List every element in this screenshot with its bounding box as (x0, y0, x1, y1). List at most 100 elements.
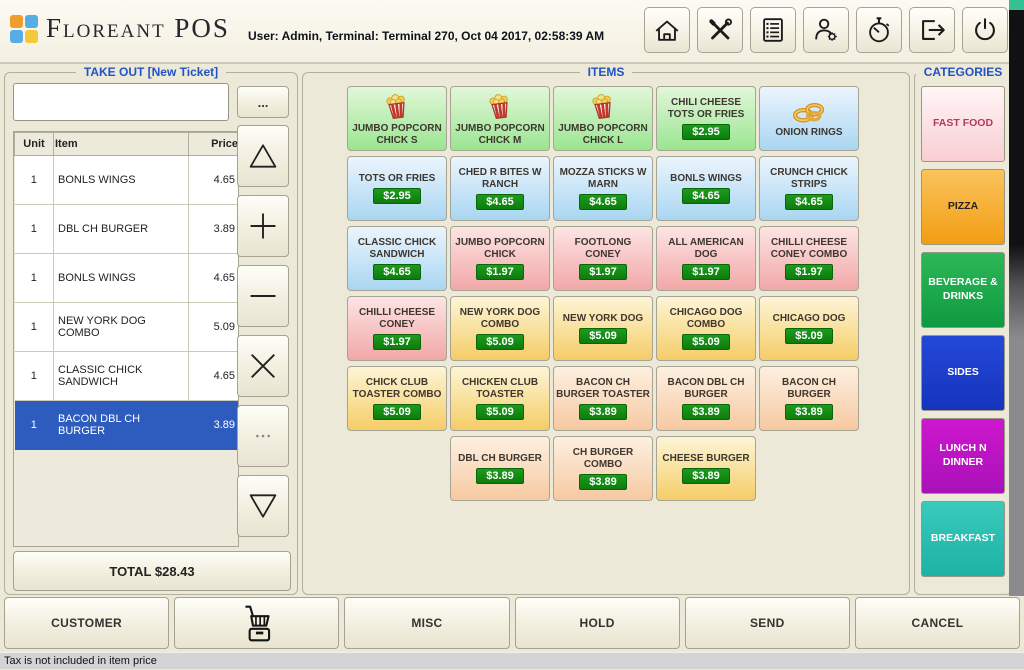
home-button[interactable] (644, 7, 690, 53)
ticket-row-unit: 1 (14, 400, 54, 450)
menu-item-tile[interactable]: JUMBO POPCORN CHICK M (450, 86, 550, 151)
menu-item-tile[interactable]: CHICKEN CLUB TOASTER $5.09 (450, 366, 550, 431)
menu-item-tile[interactable]: CHEESE BURGER $3.89 (656, 436, 756, 501)
increase-quantity-button[interactable] (237, 195, 289, 257)
logout-button[interactable] (909, 7, 955, 53)
category-breakfast[interactable]: BREAKFAST (921, 501, 1005, 577)
ticket-controls (237, 125, 289, 537)
menu-item-tile[interactable]: TOTS OR FRIES $2.95 (347, 156, 447, 221)
menu-item-tile[interactable]: NEW YORK DOG COMBO $5.09 (450, 296, 550, 361)
scroll-up-button[interactable] (237, 125, 289, 187)
menu-item-tile[interactable]: CH BURGER COMBO $3.89 (553, 436, 653, 501)
menu-item-label: CHED R BITES W RANCH (458, 167, 542, 190)
ticket-panel-title: TAKE OUT [New Ticket] (5, 65, 297, 79)
cancel-button[interactable]: CANCEL (854, 597, 1021, 649)
send-button[interactable]: SEND (684, 597, 850, 649)
menu-item-label: JUMBO POPCORN CHICK (455, 237, 545, 260)
menu-item-label: NEW YORK DOG COMBO (459, 307, 541, 330)
price-badge: $1.97 (785, 264, 833, 280)
menu-item-tile[interactable]: MOZZA STICKS W MARN $4.65 (553, 156, 653, 221)
tools-button[interactable] (697, 7, 743, 53)
category-sides[interactable]: SIDES (921, 335, 1005, 411)
menu-item-tile[interactable]: BACON CH BURGER TOASTER $3.89 (553, 366, 653, 431)
footer-button-label: CANCEL (911, 616, 964, 630)
list-button[interactable] (750, 7, 796, 53)
menu-item-tile[interactable]: JUMBO POPCORN CHICK S (347, 86, 447, 151)
ticket-row-unit: 1 (14, 302, 54, 352)
user-settings-icon (811, 15, 841, 45)
menu-item-tile[interactable]: CRUNCH CHICK STRIPS $4.65 (759, 156, 859, 221)
category-pizza[interactable]: PIZZA (921, 169, 1005, 245)
header: Floreant POS User: Admin, Terminal: Term… (0, 0, 1024, 64)
menu-item-tile[interactable]: NEW YORK DOG $5.09 (553, 296, 653, 361)
menu-item-tile[interactable]: CHILLI CHEESE CONEY COMBO $1.97 (759, 226, 859, 291)
menu-item-tile[interactable]: CHILLI CHEESE CONEY $1.97 (347, 296, 447, 361)
menu-item-tile[interactable]: CHED R BITES W RANCH $4.65 (450, 156, 550, 221)
menu-item-tile[interactable]: CHICAGO DOG $5.09 (759, 296, 859, 361)
items-grid: JUMBO POPCORN CHICK S JUMBO POPCORN CHICK… (347, 86, 859, 501)
items-panel: ITEMS JUMBO POPCORN CHICK S JUMBO POPCORN… (302, 65, 910, 595)
menu-item-tile[interactable]: BONLS WINGS $4.65 (656, 156, 756, 221)
menu-item-tile[interactable]: BACON DBL CH BURGER $3.89 (656, 366, 756, 431)
menu-item-tile[interactable]: CHICAGO DOG COMBO $5.09 (656, 296, 756, 361)
decrease-quantity-button[interactable] (237, 265, 289, 327)
ticket-row-unit: 1 (14, 155, 54, 205)
ticket-more-button[interactable]: ... (237, 86, 289, 118)
menu-item-tile[interactable]: BACON CH BURGER $3.89 (759, 366, 859, 431)
ticket-row[interactable]: 1 DBL CH BURGER 3.89 (14, 204, 238, 254)
price-badge: $4.65 (682, 188, 730, 205)
ticket-row[interactable]: 1 BACON DBL CH BURGER 3.89 (14, 400, 238, 450)
menu-item-label: CHICK CLUB TOASTER COMBO (352, 377, 442, 400)
stopwatch-button[interactable] (856, 7, 902, 53)
price-badge: $2.95 (373, 188, 421, 205)
ticket-row[interactable]: 1 NEW YORK DOG COMBO 5.09 (14, 302, 238, 352)
popcorn-icon (583, 91, 623, 121)
home-icon (652, 15, 682, 45)
user-settings-button[interactable] (803, 7, 849, 53)
cart-button[interactable] (174, 597, 340, 649)
menu-item-label: CHICAGO DOG COMBO (669, 307, 743, 330)
power-button[interactable] (962, 7, 1008, 53)
menu-item-tile[interactable]: ALL AMERICAN DOG $1.97 (656, 226, 756, 291)
ticket-row-price: 4.65 (188, 253, 238, 303)
ticket-row-price: 4.65 (188, 155, 238, 205)
menu-item-label: JUMBO POPCORN CHICK S (352, 123, 442, 146)
price-badge: $3.89 (579, 404, 627, 420)
scroll-down-button[interactable] (237, 475, 289, 537)
category-fast-food[interactable]: FAST FOOD (921, 86, 1005, 162)
category-lunch-n-dinner[interactable]: LUNCH N DINNER (921, 418, 1005, 494)
menu-item-tile[interactable]: ONION RINGS (759, 86, 859, 151)
ticket-search-input[interactable] (13, 83, 229, 121)
price-badge: $5.09 (579, 328, 627, 345)
ticket-row[interactable]: 1 BONLS WINGS 4.65 (14, 155, 238, 205)
category-label: SIDES (947, 366, 979, 379)
items-panel-title: ITEMS (303, 65, 909, 79)
menu-item-label: BONLS WINGS (670, 172, 742, 184)
ticket-row[interactable]: 1 CLASSIC CHICK SANDWICH 4.65 (14, 351, 238, 401)
misc-button[interactable]: MISC (344, 597, 510, 649)
price-badge: $1.97 (476, 264, 524, 280)
price-badge: $4.65 (373, 264, 421, 280)
menu-item-tile[interactable]: DBL CH BURGER $3.89 (450, 436, 550, 501)
menu-item-label: MOZZA STICKS W MARN (559, 167, 647, 190)
menu-item-label: CHICKEN CLUB TOASTER (461, 377, 539, 400)
menu-item-tile[interactable]: CHILI CHEESE TOTS OR FRIES $2.95 (656, 86, 756, 151)
tools-icon (705, 15, 735, 45)
menu-item-label: DBL CH BURGER (458, 452, 542, 464)
power-icon (970, 15, 1000, 45)
ticket-row-item: BONLS WINGS (53, 253, 189, 303)
category-beverage-drinks[interactable]: BEVERAGE & DRINKS (921, 252, 1005, 328)
menu-item-label: CLASSIC CHICK SANDWICH (357, 237, 437, 260)
menu-item-tile[interactable]: JUMBO POPCORN CHICK $1.97 (450, 226, 550, 291)
onion-rings-icon (789, 99, 829, 125)
customer-button[interactable]: CUSTOMER (4, 597, 170, 649)
hold-button[interactable]: HOLD (514, 597, 680, 649)
ticket-row-unit: 1 (14, 253, 54, 303)
menu-item-tile[interactable]: CLASSIC CHICK SANDWICH $4.65 (347, 226, 447, 291)
ticket-row[interactable]: 1 BONLS WINGS 4.65 (14, 253, 238, 303)
menu-item-tile[interactable]: JUMBO POPCORN CHICK L (553, 86, 653, 151)
menu-item-label: JUMBO POPCORN CHICK M (455, 123, 545, 146)
delete-item-button[interactable] (237, 335, 289, 397)
menu-item-tile[interactable]: CHICK CLUB TOASTER COMBO $5.09 (347, 366, 447, 431)
menu-item-tile[interactable]: FOOTLONG CONEY $1.97 (553, 226, 653, 291)
